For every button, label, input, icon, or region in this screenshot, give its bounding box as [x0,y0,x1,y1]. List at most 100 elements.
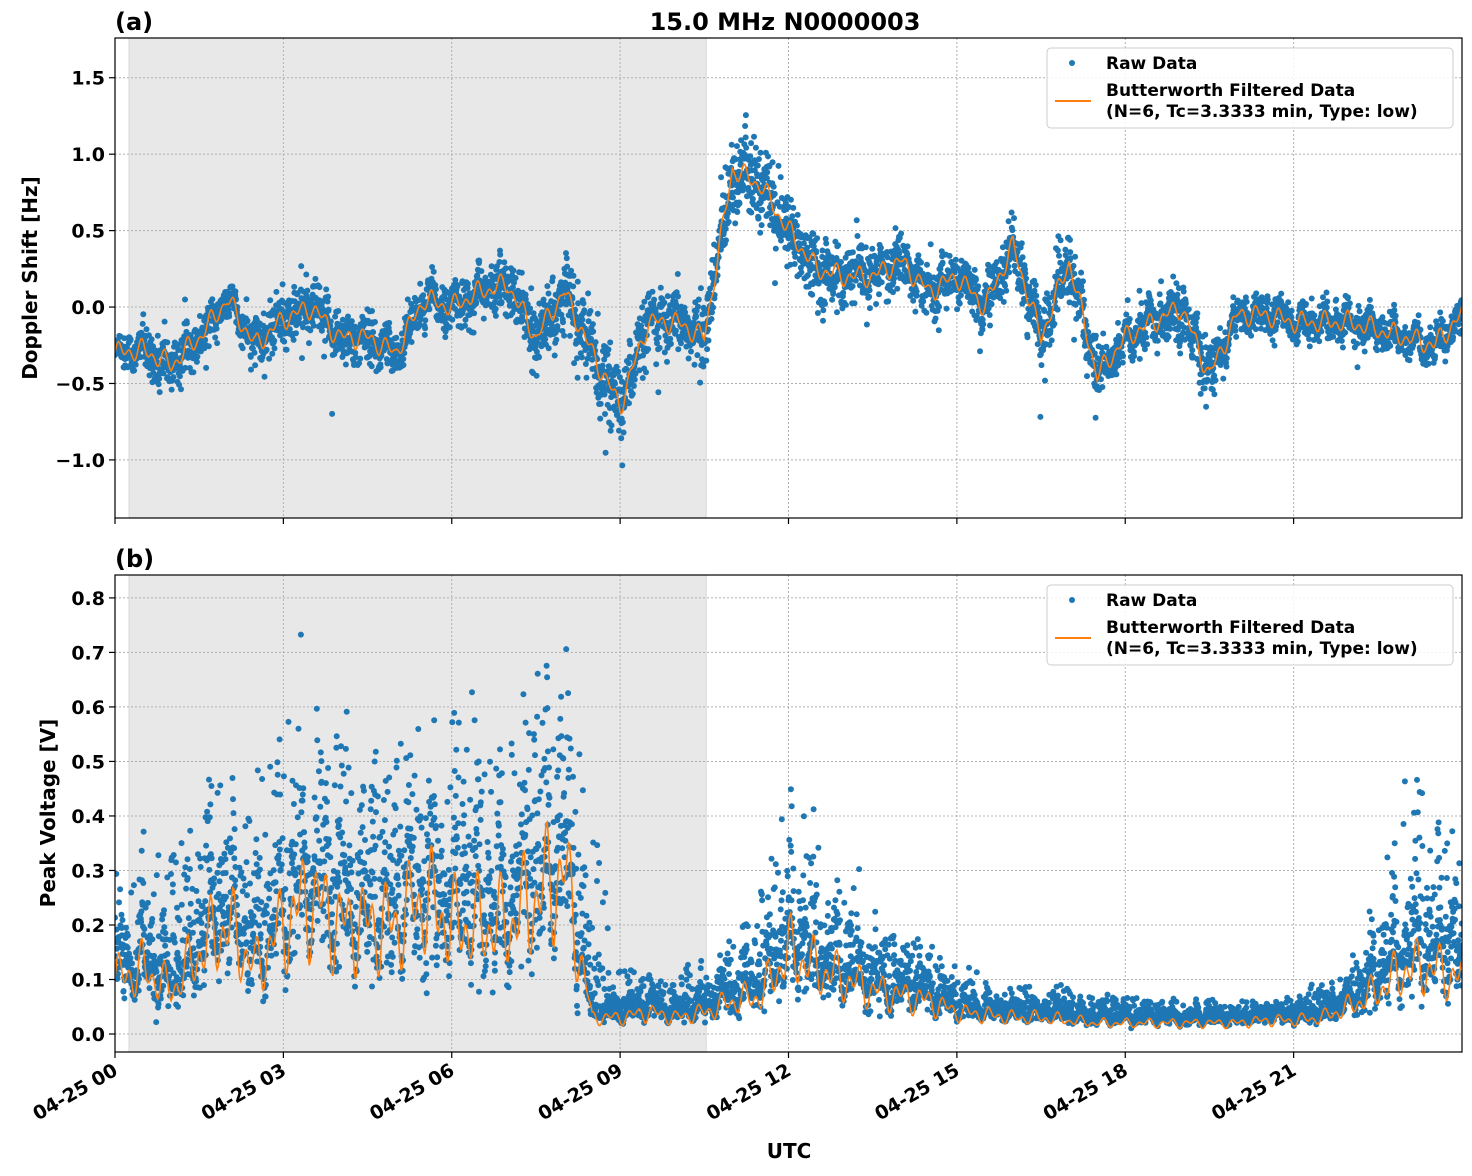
raw-data-point [214,340,220,346]
raw-data-point [449,317,455,323]
raw-data-point [1339,338,1345,344]
raw-data-point [252,362,258,368]
raw-data-point [1056,253,1062,259]
raw-data-point [630,391,636,397]
raw-data-point [751,134,757,140]
raw-data-point [607,339,613,345]
raw-data-point [1051,321,1057,327]
raw-data-point [493,313,499,319]
raw-data-point [561,333,567,339]
raw-data-point [879,279,885,285]
panel-label-a: (a) [115,8,153,36]
x-axis-label: UTC [767,1139,812,1163]
raw-data-point [655,389,661,395]
raw-data-point [866,294,872,300]
raw-data-point [1067,249,1073,255]
raw-data-point [369,363,375,369]
raw-data-point [1093,333,1099,339]
raw-data-point [815,310,821,316]
raw-data-point [729,142,735,148]
raw-data-point [936,304,942,310]
raw-data-point [1213,377,1219,383]
raw-data-point [704,346,710,352]
raw-data-point [510,268,516,274]
raw-data-point [1203,404,1209,410]
raw-data-point [773,246,779,252]
raw-data-point [723,237,729,243]
raw-data-point [1450,334,1456,340]
raw-data-point [266,356,272,362]
raw-data-point [809,292,815,298]
raw-data-point [306,340,312,346]
raw-data-point [299,355,305,361]
raw-data-point [1285,299,1291,305]
raw-data-point [478,268,484,274]
raw-data-point [244,296,250,302]
raw-data-point [598,401,604,407]
raw-data-point [703,358,709,364]
raw-data-point [615,369,621,375]
raw-data-point [409,339,415,345]
raw-data-point [631,383,637,389]
raw-data-point [471,310,477,316]
raw-data-point [933,316,939,322]
raw-data-point [1309,296,1315,302]
y-axis-label-a: Doppler Shift [Hz] [18,176,42,380]
raw-data-point [620,419,626,425]
raw-data-point [595,311,601,317]
raw-data-point [1244,299,1250,305]
raw-data-point [144,326,150,332]
panel-label-b: (b) [115,545,154,573]
raw-data-point [1078,270,1084,276]
raw-data-point [128,336,134,342]
raw-data-point [280,281,286,287]
raw-data-point [759,207,765,213]
raw-data-point [570,283,576,289]
raw-data-point [157,389,163,395]
raw-data-point [1324,299,1330,305]
raw-data-point [534,373,540,379]
raw-data-point [914,289,920,295]
raw-data-point [370,329,376,335]
raw-data-point [317,284,323,290]
raw-data-point [1220,376,1226,382]
raw-data-point [481,316,487,322]
raw-data-point [1432,353,1438,359]
raw-data-point [709,316,715,322]
raw-data-point [1158,278,1164,284]
raw-data-point [750,196,756,202]
raw-data-point [685,318,691,324]
raw-data-point [778,174,784,180]
raw-data-point [1307,343,1313,349]
raw-data-point [656,335,662,341]
raw-data-point [1408,350,1414,356]
raw-data-point [771,184,777,190]
raw-data-point [513,275,519,281]
raw-data-point [1272,343,1278,349]
raw-data-point [885,298,891,304]
raw-data-point [1011,215,1017,221]
raw-data-point [723,226,729,232]
raw-data-point [980,327,986,333]
raw-data-point [581,300,587,306]
raw-data-point [471,330,477,336]
raw-data-point [607,365,613,371]
raw-data-point [1391,307,1397,313]
raw-data-point [1055,307,1061,313]
raw-data-point [1067,237,1073,243]
raw-data-point [1330,334,1336,340]
raw-data-point [835,242,841,248]
raw-data-point [1356,303,1362,309]
raw-data-point [1275,319,1281,325]
raw-data-point [675,346,681,352]
raw-data-point [867,305,873,311]
raw-data-point [794,223,800,229]
raw-data-point [1115,320,1121,326]
raw-data-point [1020,254,1026,260]
raw-data-point [1442,359,1448,365]
raw-data-point [366,353,372,359]
raw-data-point [645,346,651,352]
raw-data-point [823,240,829,246]
raw-data-point [422,325,428,331]
raw-data-point [588,308,594,314]
